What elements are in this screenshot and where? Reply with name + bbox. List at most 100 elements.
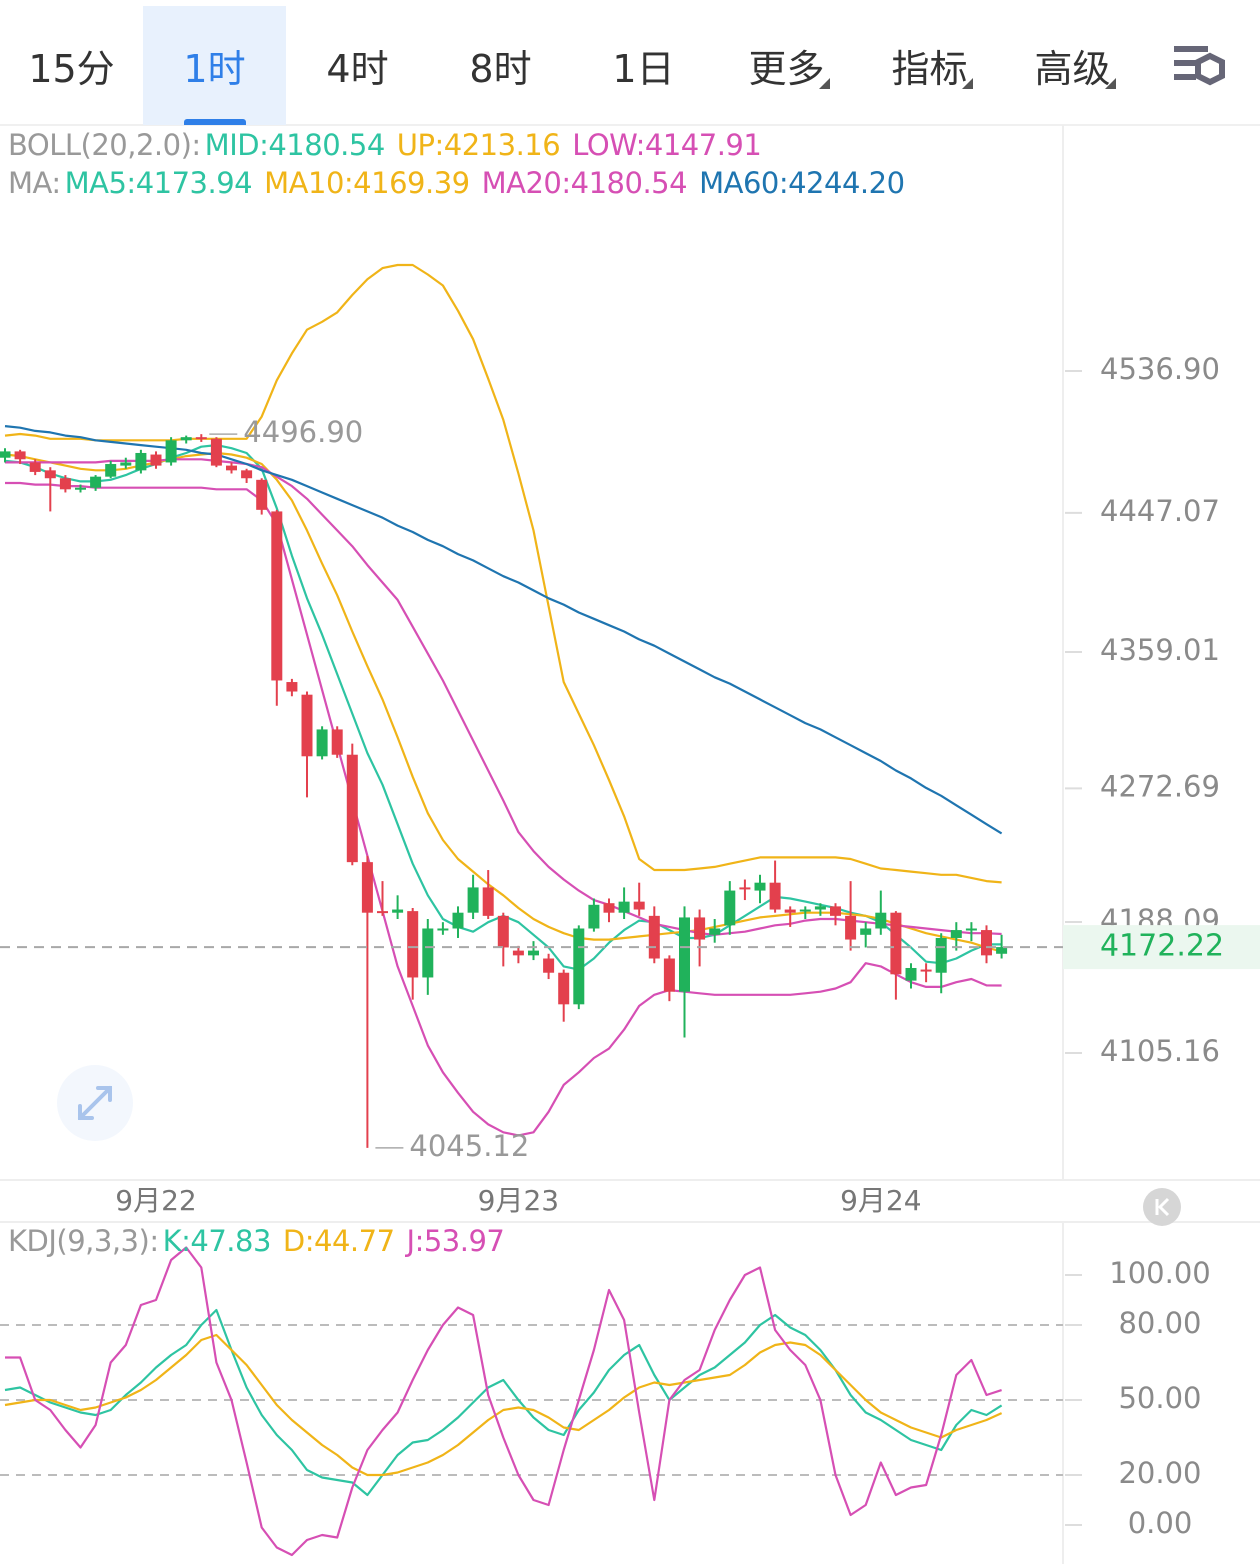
- candle-body: [407, 911, 419, 978]
- candle-body: [814, 906, 826, 910]
- legend-item: UP:4213.16: [396, 128, 561, 162]
- timeframe-tab[interactable]: 4时: [286, 6, 429, 125]
- candle-body: [679, 917, 690, 992]
- timeframe-tab[interactable]: 更多: [715, 6, 858, 125]
- candle-body: [543, 958, 555, 973]
- candle-body: [588, 904, 600, 929]
- candle-body: [950, 930, 962, 938]
- candle-body: [105, 464, 117, 477]
- last-price-label: 4172.22: [1100, 929, 1224, 964]
- extreme-label: 4496.90: [243, 415, 363, 449]
- y-tick-label: 20.00: [1118, 1456, 1201, 1490]
- candle-body: [120, 462, 132, 466]
- candle-body: [981, 930, 992, 956]
- candle-body: [754, 882, 766, 891]
- indicator-line: [5, 458, 1002, 936]
- timeframe-tab[interactable]: 8时: [429, 6, 572, 125]
- y-tick-label: 4359.01: [1100, 633, 1220, 667]
- legend-item: MA60:4244.20: [699, 166, 905, 200]
- indicator-line: [4, 263, 1002, 884]
- settings-icon[interactable]: [1170, 40, 1230, 100]
- legend-item: K:47.83: [162, 1224, 272, 1258]
- candle-body: [271, 511, 283, 681]
- candle-body: [648, 915, 660, 959]
- candle-body: [241, 470, 253, 479]
- candle-body: [512, 950, 524, 956]
- y-tick-label: 50.00: [1118, 1381, 1201, 1415]
- timeframe-tab[interactable]: 高级: [1001, 6, 1144, 125]
- timeframe-tab[interactable]: 1时: [143, 6, 286, 125]
- y-tick-label: 4536.90: [1100, 352, 1220, 386]
- candle-body: [965, 928, 977, 931]
- timeframe-tab[interactable]: 15分: [0, 6, 143, 125]
- legend-item: D:44.77: [282, 1224, 395, 1258]
- candle-body: [286, 682, 298, 692]
- candle-body: [165, 440, 177, 463]
- candle-body: [875, 912, 887, 929]
- legend-prefix: KDJ(9,3,3):: [8, 1224, 159, 1258]
- candle-body: [558, 972, 570, 1005]
- y-tick-label: 4447.07: [1100, 494, 1220, 528]
- tab-label: 8时: [469, 47, 532, 91]
- expand-button[interactable]: [57, 1065, 133, 1141]
- indicator-line: [4, 1308, 1003, 1497]
- candle-body: [361, 862, 373, 913]
- candle-body: [210, 438, 222, 466]
- candle-body: [256, 479, 268, 510]
- candle-body: [905, 967, 917, 981]
- tab-label: 高级: [1034, 47, 1111, 91]
- indicator-line: [4, 444, 1002, 971]
- candle-body: [346, 754, 358, 863]
- candle-body: [226, 465, 237, 471]
- candle-body: [920, 969, 932, 972]
- candle-body: [316, 729, 328, 757]
- kdj-legend: KDJ(9,3,3): K:47.83 D:44.77 J:53.97: [8, 1224, 516, 1258]
- candle-body: [75, 487, 86, 490]
- candle-body: [467, 887, 479, 913]
- extreme-label: 4045.12: [409, 1129, 529, 1163]
- y-tick-label: 80.00: [1118, 1306, 1201, 1340]
- candle-body: [996, 947, 1008, 954]
- candle-body: [860, 928, 872, 935]
- candle-body: [437, 928, 449, 931]
- candle-body: [377, 911, 388, 914]
- jump-latest-button[interactable]: [1143, 1188, 1181, 1226]
- candle-body: [29, 462, 41, 472]
- y-tick-label: 4272.69: [1100, 769, 1220, 803]
- legend-item: J:53.97: [406, 1224, 505, 1258]
- candle-body: [331, 729, 343, 755]
- x-tick-label: 9月22: [115, 1184, 196, 1217]
- indicator-line: [5, 1246, 1002, 1557]
- x-tick-label: 9月24: [840, 1184, 921, 1217]
- indicator-line: [4, 451, 1002, 953]
- candle-body: [935, 937, 947, 973]
- timeframe-tab[interactable]: 1日: [572, 6, 715, 125]
- candle-body: [890, 912, 902, 975]
- tab-label: 指标: [891, 47, 968, 91]
- candle-body: [618, 901, 630, 913]
- legend-item: LOW:4147.91: [572, 128, 762, 162]
- candle-body: [14, 451, 26, 460]
- candle-body: [301, 694, 313, 757]
- candle-body: [633, 901, 645, 910]
- legend-item: MA20:4180.54: [481, 166, 688, 200]
- y-tick-label: 4105.16: [1100, 1034, 1220, 1068]
- timeframe-tab[interactable]: 指标: [858, 6, 1001, 125]
- candle-body: [90, 476, 102, 488]
- ma-legend: MA: MA5:4173.94 MA10:4169.39 MA20:4180.54 MA…: [8, 166, 917, 200]
- dropdown-indicator: [1105, 78, 1116, 89]
- candle-body: [603, 903, 615, 913]
- candle-body: [497, 915, 509, 948]
- boll-legend: BOLL(20,2.0): MID:4180.54 UP:4213.16 LOW:41…: [8, 128, 773, 162]
- candle-body: [422, 928, 434, 978]
- tab-label: 1日: [612, 47, 675, 91]
- candle-body: [769, 882, 781, 910]
- candle-body: [452, 912, 464, 929]
- candle-body: [180, 437, 192, 441]
- candle-body: [150, 454, 162, 466]
- legend-item: MA5:4173.94: [64, 166, 253, 200]
- candle-body: [573, 928, 585, 1005]
- dropdown-indicator: [819, 78, 830, 89]
- candle-body: [392, 909, 404, 913]
